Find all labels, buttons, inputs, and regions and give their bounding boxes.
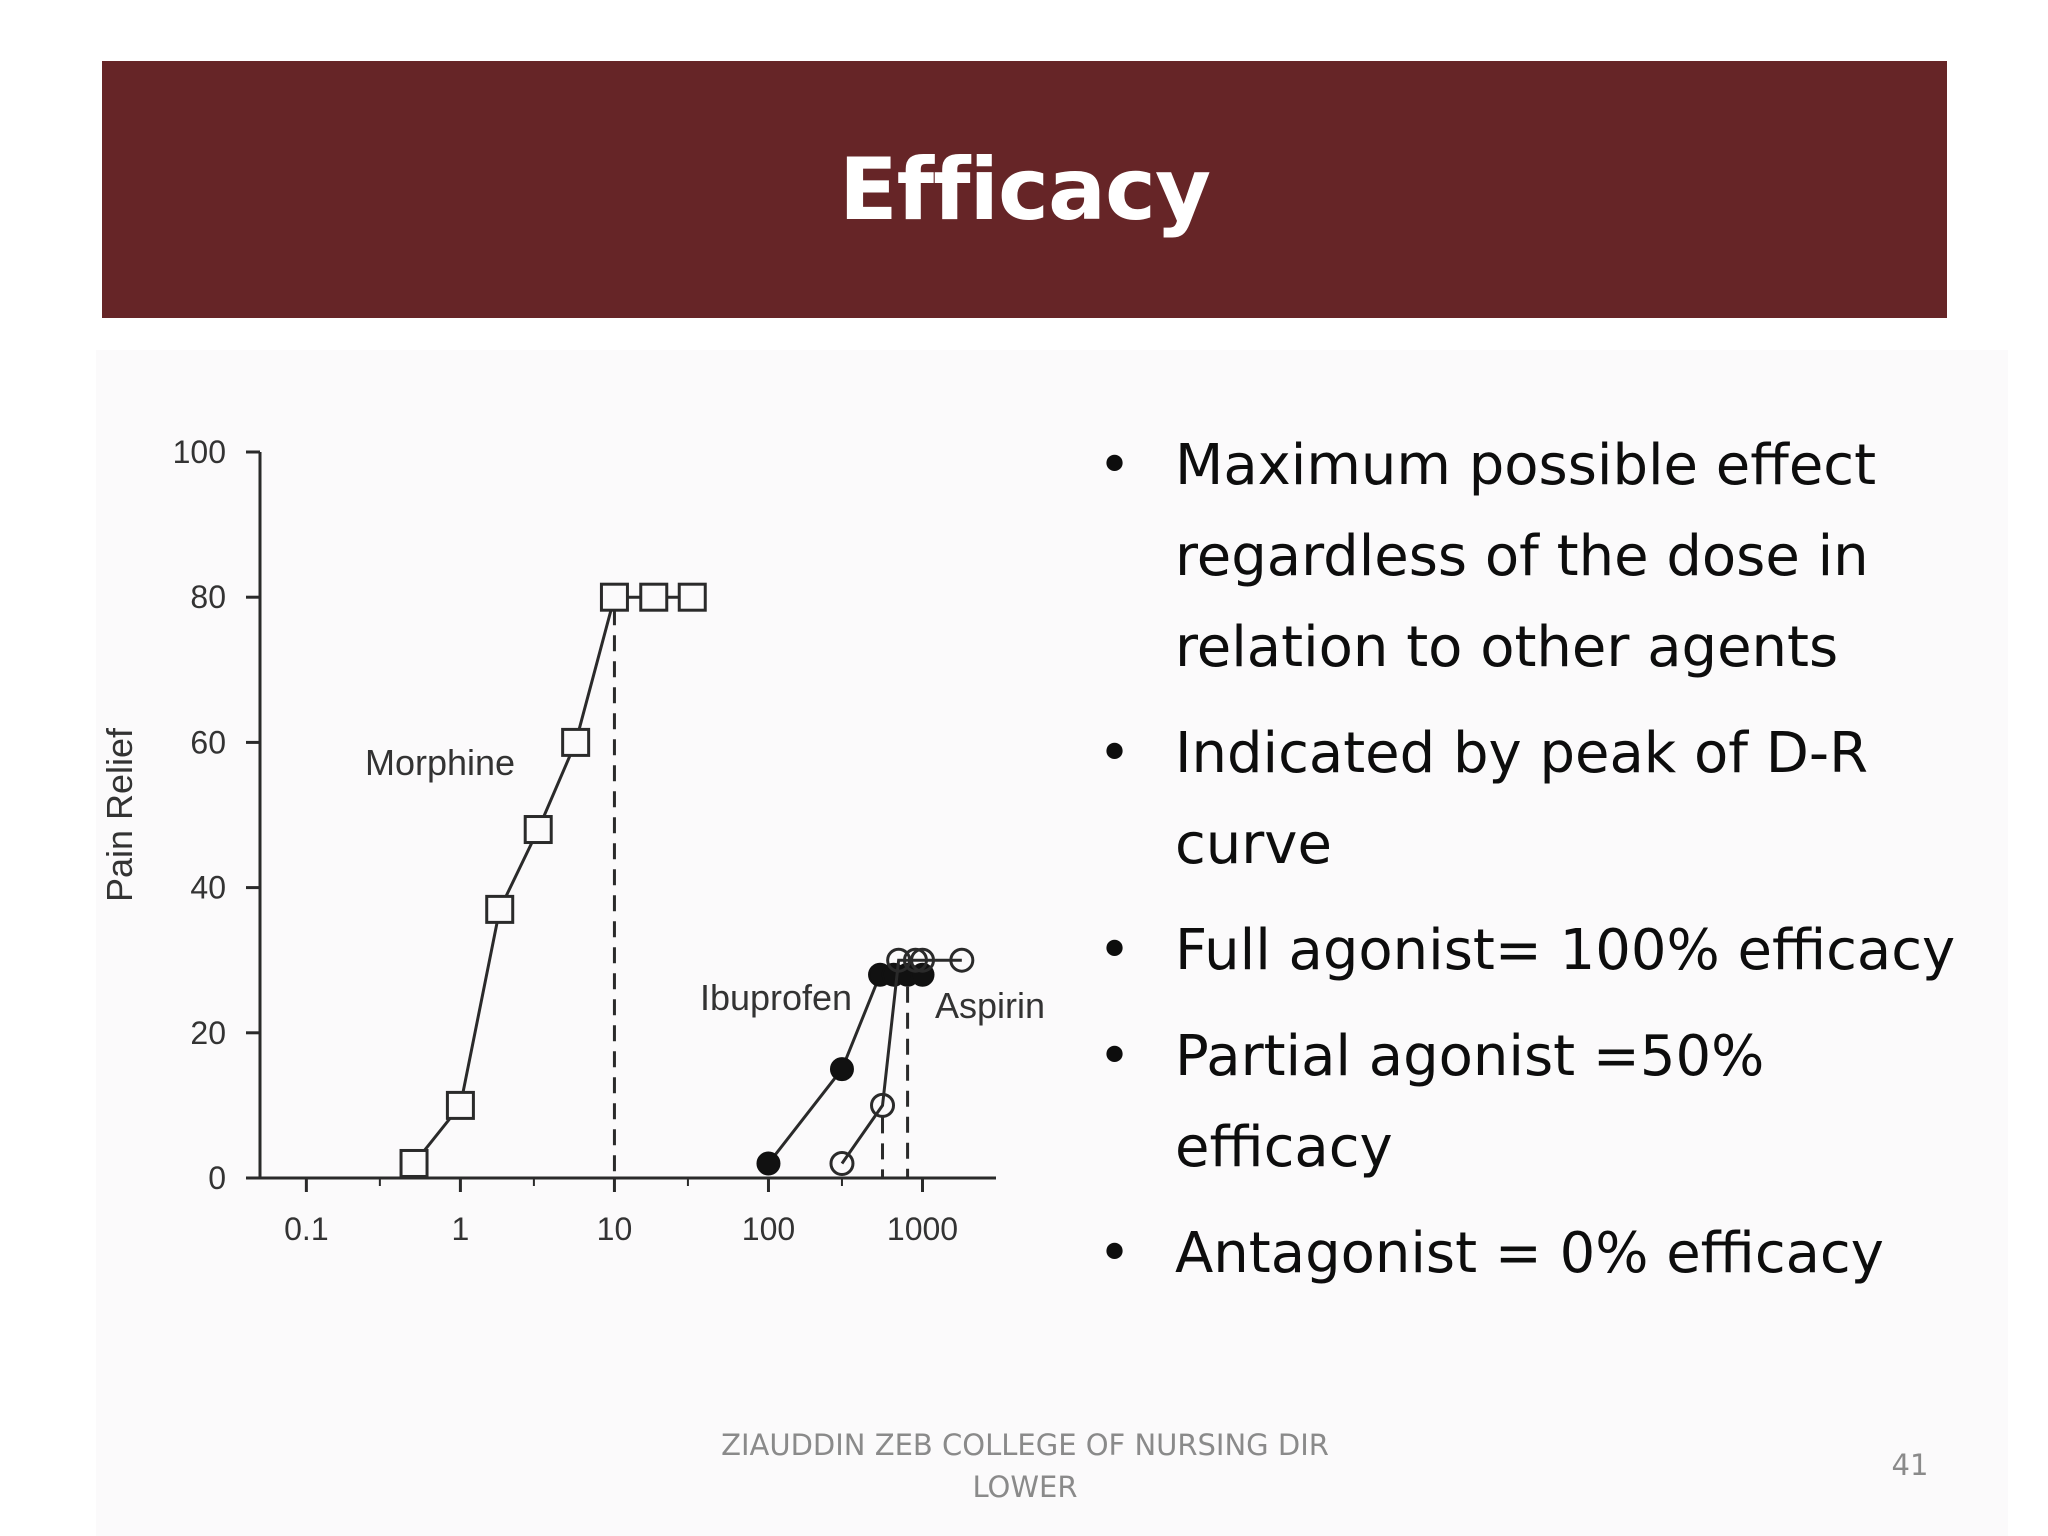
series-label: Ibuprofen bbox=[700, 977, 852, 1018]
bullet-text: Maximum possible effect regardless of th… bbox=[1175, 433, 1877, 680]
y-axis-title: Pain Relief bbox=[99, 727, 140, 902]
bullet-icon: • bbox=[1098, 1024, 1132, 1089]
x-tick-label: 10 bbox=[597, 1211, 633, 1247]
data-point-morphine bbox=[399, 1148, 429, 1178]
bullet-text: Antagonist = 0% efficacy bbox=[1175, 1221, 1884, 1286]
bullet-icon: • bbox=[1098, 433, 1132, 498]
y-tick-label: 20 bbox=[190, 1015, 226, 1051]
bullet-item: • Antagonist = 0% efficacy bbox=[1090, 1208, 1990, 1299]
series-label: Aspirin bbox=[935, 985, 1045, 1026]
data-point-morphine bbox=[561, 727, 591, 757]
y-tick-label: 60 bbox=[190, 724, 226, 760]
data-point-morphine bbox=[599, 582, 629, 612]
data-point-aspirin bbox=[829, 1150, 855, 1176]
data-point-aspirin bbox=[902, 947, 928, 973]
data-point-morphine bbox=[485, 894, 515, 924]
data-point-aspirin bbox=[949, 947, 975, 973]
bullet-icon: • bbox=[1098, 721, 1132, 786]
y-tick-label: 80 bbox=[190, 579, 226, 615]
series-label: Morphine bbox=[365, 742, 515, 783]
data-point-morphine bbox=[523, 815, 553, 845]
x-tick-label: 1 bbox=[452, 1211, 470, 1247]
data-point-ibuprofen bbox=[829, 1057, 854, 1082]
bullet-text: Indicated by peak of D-R curve bbox=[1175, 721, 1869, 877]
chart-marks: Morphine Ibuprofen Aspirin bbox=[365, 582, 1045, 1178]
bullet-text: Full agonist= 100% efficacy bbox=[1175, 918, 1956, 983]
y-tick-label: 0 bbox=[208, 1160, 226, 1196]
x-tick-label: 100 bbox=[742, 1211, 795, 1247]
bullet-icon: • bbox=[1098, 918, 1132, 983]
bullet-list: • Maximum possible effect regardless of t… bbox=[1090, 420, 1990, 1314]
bullet-item: • Partial agonist =50% efficacy bbox=[1090, 1011, 1990, 1193]
title-banner: Efficacy bbox=[102, 61, 1947, 318]
data-point-ibuprofen bbox=[756, 1151, 781, 1176]
bullet-text: Partial agonist =50% efficacy bbox=[1175, 1024, 1765, 1180]
bullet-item: • Maximum possible effect regardless of t… bbox=[1090, 420, 1990, 693]
x-tick-label: 0.1 bbox=[284, 1211, 328, 1247]
slide-background bbox=[96, 350, 2008, 1536]
data-point-morphine bbox=[445, 1090, 475, 1120]
data-point-aspirin bbox=[870, 1092, 896, 1118]
chart-axes: 0 20 40 60 80 100 0.1 1 10 100 1000 Pain Relief bbox=[99, 434, 996, 1247]
y-tick-label: 100 bbox=[173, 434, 226, 470]
data-point-morphine bbox=[677, 582, 707, 612]
series-line-morphine bbox=[412, 595, 693, 1165]
page-number: 41 bbox=[1891, 1448, 1929, 1482]
data-point-aspirin bbox=[910, 947, 936, 973]
bullet-item: • Full agonist= 100% efficacy bbox=[1090, 905, 1990, 996]
x-tick-label: 1000 bbox=[887, 1211, 958, 1247]
bullet-icon: • bbox=[1098, 1221, 1132, 1286]
data-point-morphine bbox=[639, 582, 669, 612]
slide-title: Efficacy bbox=[838, 139, 1211, 240]
footer-text: ZIAUDDIN ZEB COLLEGE OF NURSING DIR LOWE… bbox=[721, 1428, 1329, 1504]
y-tick-label: 40 bbox=[190, 870, 226, 906]
bullet-item: • Indicated by peak of D-R curve bbox=[1090, 708, 1990, 890]
data-point-aspirin bbox=[886, 947, 912, 973]
